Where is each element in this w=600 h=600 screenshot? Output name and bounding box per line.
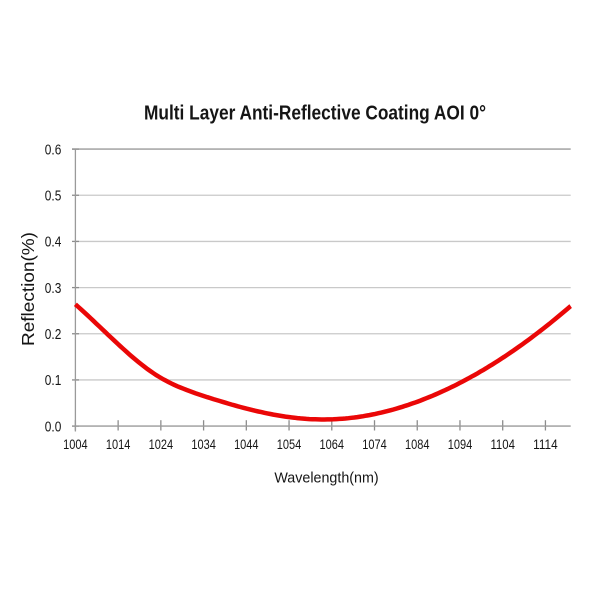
svg-text:0.0: 0.0 — [45, 419, 62, 435]
svg-text:1114: 1114 — [533, 436, 558, 452]
svg-text:0.5: 0.5 — [45, 188, 62, 204]
svg-text:1084: 1084 — [405, 436, 430, 452]
svg-text:1054: 1054 — [277, 436, 302, 452]
svg-text:0.4: 0.4 — [45, 235, 62, 251]
svg-text:1014: 1014 — [106, 436, 131, 452]
svg-text:1064: 1064 — [320, 436, 345, 452]
svg-text:Wavelength(nm): Wavelength(nm) — [274, 471, 378, 487]
svg-text:0.1: 0.1 — [45, 373, 62, 389]
svg-text:1034: 1034 — [191, 436, 216, 452]
svg-text:1004: 1004 — [63, 436, 88, 452]
svg-text:1094: 1094 — [448, 436, 473, 452]
svg-text:1104: 1104 — [490, 436, 515, 452]
svg-text:0.3: 0.3 — [45, 281, 62, 297]
svg-text:0.2: 0.2 — [45, 327, 62, 343]
svg-text:0.6: 0.6 — [45, 142, 62, 158]
svg-text:1074: 1074 — [362, 436, 387, 452]
svg-text:Reflection(%): Reflection(%) — [18, 232, 38, 346]
svg-text:Multi Layer Anti-Reflective Co: Multi Layer Anti-Reflective Coating AOI … — [144, 103, 486, 125]
svg-text:1044: 1044 — [234, 436, 259, 452]
svg-text:1024: 1024 — [149, 436, 174, 452]
